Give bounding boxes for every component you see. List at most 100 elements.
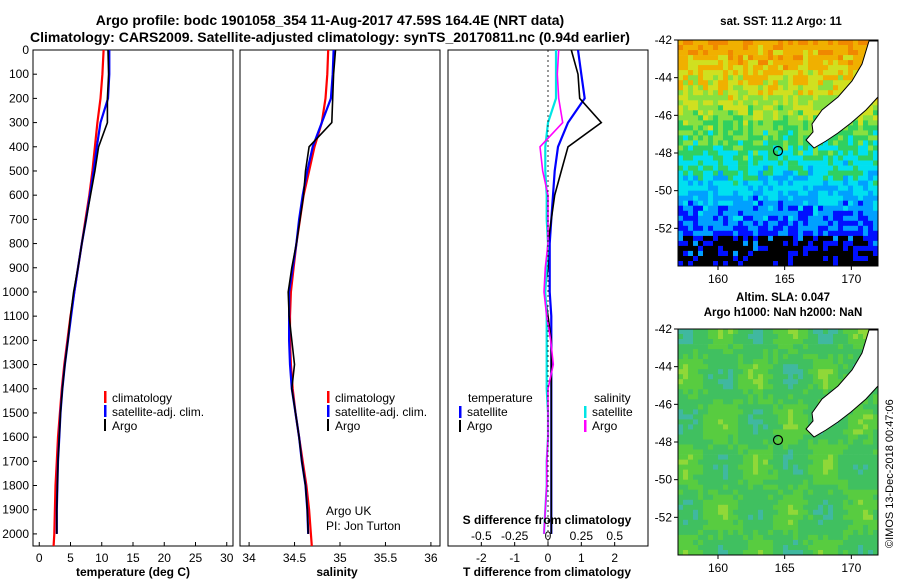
heatmap-cell (718, 364, 724, 370)
heatmap-cell (738, 95, 744, 101)
heatmap-cell (863, 145, 869, 151)
heatmap-cell (818, 170, 824, 176)
heatmap-cell (778, 45, 784, 51)
heatmap-cell (838, 75, 844, 81)
heatmap-cell (733, 354, 739, 360)
heatmap-cell (718, 230, 724, 237)
heatmap-cell (688, 55, 694, 61)
heatmap-cell (808, 550, 814, 556)
heatmap-cell (728, 454, 734, 460)
heatmap-cell (848, 444, 854, 450)
heatmap-cell (808, 256, 814, 262)
heatmap-cell (698, 145, 704, 151)
heatmap-cell (758, 334, 764, 340)
heatmap-cell (763, 165, 769, 171)
heatmap-cell (813, 175, 819, 181)
heatmap-cell (733, 245, 739, 252)
heatmap-cell (838, 534, 844, 541)
heatmap-cell (773, 80, 779, 86)
sla-coastline (805, 329, 879, 438)
heatmap-cell (853, 509, 859, 516)
heatmap-cell (723, 519, 729, 526)
heatmap-cell (798, 65, 804, 71)
heatmap-cell (718, 165, 724, 171)
heatmap-cell (863, 190, 869, 197)
heatmap-cell (738, 474, 744, 480)
heatmap-cell (853, 359, 859, 365)
heatmap-cell (873, 394, 879, 400)
heatmap-cell (833, 205, 839, 212)
heatmap-cell (758, 374, 764, 380)
heatmap-cell (828, 180, 834, 186)
heatmap-cell (853, 545, 859, 551)
heatmap-cell (748, 200, 754, 207)
heatmap-cell (728, 424, 734, 430)
x-tick-label: 36 (424, 551, 438, 565)
heatmap-cell (833, 45, 839, 51)
heatmap-cell (768, 489, 774, 496)
heatmap-cell (778, 205, 784, 212)
heatmap-cell (803, 494, 809, 501)
heatmap-cell (723, 235, 729, 242)
heatmap-cell (723, 85, 729, 91)
heatmap-cell (823, 240, 829, 247)
heatmap-cell (743, 339, 749, 345)
heatmap-cell (738, 240, 744, 247)
heatmap-cell (768, 95, 774, 101)
heatmap-cell (718, 155, 724, 161)
heatmap-cell (813, 205, 819, 212)
heatmap-cell (733, 539, 739, 546)
heatmap-cell (828, 170, 834, 176)
heatmap-cell (823, 529, 829, 536)
heatmap-cell (693, 55, 699, 61)
lat-tick-label: -44 (655, 71, 673, 85)
heatmap-cell (758, 339, 764, 345)
heatmap-cell (768, 359, 774, 365)
heatmap-cell (828, 344, 834, 350)
heatmap-cell (708, 261, 714, 267)
heatmap-cell (873, 105, 879, 111)
heatmap-cell (688, 424, 694, 430)
heatmap-cell (823, 504, 829, 511)
heatmap-cell (863, 235, 869, 242)
heatmap-cell (763, 434, 769, 440)
sst-argo-position-marker (772, 145, 784, 157)
heatmap-cell (748, 45, 754, 51)
heatmap-cell (688, 175, 694, 181)
heatmap-cell (708, 215, 714, 222)
heatmap-cell (858, 115, 864, 121)
heatmap-cell (843, 220, 849, 227)
heatmap-cell (838, 464, 844, 470)
heatmap-cell (748, 175, 754, 181)
series-argo-line (55, 49, 110, 534)
heatmap-cell (733, 180, 739, 186)
heatmap-cell (838, 160, 844, 166)
heatmap-cell (783, 514, 789, 521)
heatmap-cell (763, 65, 769, 71)
heatmap-cell (858, 140, 864, 146)
heatmap-cell (738, 469, 744, 475)
heatmap-cell (833, 70, 839, 76)
heatmap-cell (838, 170, 844, 176)
heatmap-cell (773, 261, 779, 267)
heatmap-cell (758, 95, 764, 101)
heatmap-cell (803, 550, 809, 556)
heatmap-cell (783, 334, 789, 340)
x-tick-label: 34 (242, 551, 256, 565)
heatmap-cell (718, 509, 724, 516)
heatmap-cell (728, 499, 734, 506)
heatmap-cell (783, 409, 789, 415)
heatmap-cell (843, 140, 849, 146)
depth-tick-label: 1900 (2, 503, 29, 517)
heatmap-cell (733, 479, 739, 486)
heatmap-cell (688, 529, 694, 536)
heatmap-cell (728, 444, 734, 450)
heatmap-cell (868, 180, 874, 186)
heatmap-cell (808, 195, 814, 202)
heatmap-cell (708, 344, 714, 350)
heatmap-cell (728, 349, 734, 355)
heatmap-cell (748, 190, 754, 197)
heatmap-cell (823, 90, 829, 96)
heatmap-cell (818, 464, 824, 470)
heatmap-cell (768, 110, 774, 116)
